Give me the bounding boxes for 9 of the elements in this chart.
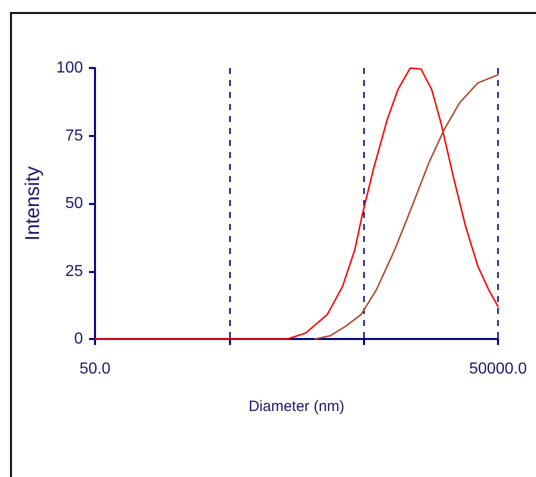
y-axis-title: Intensity — [22, 166, 44, 241]
y-tick-label: 0 — [74, 330, 84, 348]
x-tick-label: 50.0 — [79, 360, 111, 378]
y-tick-label: 50 — [65, 195, 84, 212]
x-axis-title: Diameter (nm) — [248, 398, 344, 415]
y-tick-label: 75 — [65, 127, 84, 144]
x-tick-label: 50000.0 — [469, 360, 528, 378]
y-tick-label: 100 — [56, 60, 84, 76]
y-tick-label: 25 — [65, 262, 84, 280]
